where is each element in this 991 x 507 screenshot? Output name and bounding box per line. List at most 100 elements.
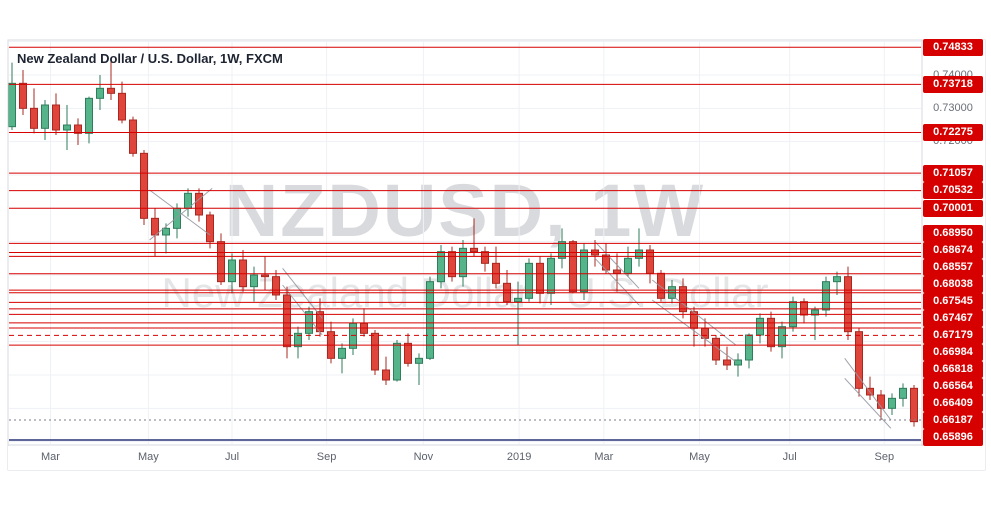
candle[interactable] bbox=[162, 223, 170, 254]
candle[interactable] bbox=[8, 62, 16, 130]
candle[interactable] bbox=[184, 188, 192, 217]
candle[interactable] bbox=[415, 353, 423, 385]
candle[interactable] bbox=[294, 326, 302, 359]
candle[interactable] bbox=[404, 333, 412, 367]
candle[interactable] bbox=[63, 105, 71, 150]
price-level-label[interactable]: 0.66409 bbox=[923, 394, 983, 412]
candle[interactable] bbox=[107, 60, 115, 100]
candle[interactable] bbox=[217, 233, 225, 285]
candle[interactable] bbox=[745, 333, 753, 369]
trendline-drawing[interactable] bbox=[844, 377, 892, 429]
candle[interactable] bbox=[525, 258, 533, 302]
price-level-label[interactable]: 0.67467 bbox=[923, 309, 983, 327]
candles-series[interactable] bbox=[8, 60, 918, 427]
candle[interactable] bbox=[723, 346, 731, 370]
candle[interactable] bbox=[888, 393, 896, 415]
candle[interactable] bbox=[338, 343, 346, 374]
candle[interactable] bbox=[635, 228, 643, 267]
price-level-label[interactable]: 0.72275 bbox=[923, 124, 983, 141]
price-level-label[interactable]: 0.67179 bbox=[923, 326, 983, 344]
trendline-drawing[interactable] bbox=[282, 284, 323, 336]
candle[interactable] bbox=[536, 256, 544, 304]
trendline-drawing[interactable] bbox=[149, 187, 213, 241]
candle[interactable] bbox=[426, 276, 434, 360]
candle[interactable] bbox=[668, 280, 676, 304]
candle[interactable] bbox=[129, 116, 137, 157]
price-level-label[interactable]: 0.68038 bbox=[923, 275, 983, 293]
candle[interactable] bbox=[712, 335, 720, 365]
candle[interactable] bbox=[470, 218, 478, 257]
candle[interactable] bbox=[371, 330, 379, 375]
candle[interactable] bbox=[272, 270, 280, 300]
price-level-label[interactable]: 0.71057 bbox=[923, 164, 983, 182]
candle[interactable] bbox=[206, 211, 214, 249]
candle[interactable] bbox=[382, 356, 390, 385]
candle[interactable] bbox=[85, 96, 93, 144]
candle[interactable] bbox=[74, 118, 82, 145]
candle[interactable] bbox=[569, 240, 577, 294]
candle[interactable] bbox=[855, 328, 863, 397]
time-axis-label: Mar bbox=[594, 451, 614, 463]
price-level-label[interactable]: 0.73718 bbox=[923, 75, 983, 93]
candle[interactable] bbox=[316, 298, 324, 337]
candle[interactable] bbox=[459, 240, 467, 287]
candle[interactable] bbox=[52, 93, 60, 135]
candle[interactable] bbox=[580, 243, 588, 300]
candle[interactable] bbox=[646, 245, 654, 284]
candle[interactable] bbox=[734, 353, 742, 377]
candle[interactable] bbox=[844, 266, 852, 340]
candle[interactable] bbox=[679, 278, 687, 319]
trendline-drawing[interactable] bbox=[594, 257, 640, 306]
time-axis-label: May bbox=[689, 451, 710, 463]
price-level-label[interactable]: 0.68674 bbox=[923, 241, 983, 259]
trendline-drawing[interactable] bbox=[282, 268, 323, 319]
candle[interactable] bbox=[393, 340, 401, 382]
price-level-label[interactable]: 0.66564 bbox=[923, 377, 983, 395]
candle-body bbox=[778, 326, 786, 348]
price-level-label[interactable]: 0.65896 bbox=[923, 428, 983, 446]
candle[interactable] bbox=[41, 100, 49, 140]
candle[interactable] bbox=[558, 228, 566, 269]
price-level-label[interactable]: 0.66187 bbox=[923, 411, 983, 429]
price-level-label[interactable]: 0.66984 bbox=[923, 343, 983, 361]
candle[interactable] bbox=[822, 276, 830, 317]
trendline-drawing[interactable] bbox=[651, 299, 737, 363]
candle[interactable] bbox=[833, 271, 841, 295]
candle[interactable] bbox=[547, 253, 555, 305]
candle[interactable] bbox=[899, 383, 907, 407]
candle[interactable] bbox=[657, 270, 665, 302]
candle[interactable] bbox=[349, 318, 357, 355]
candle[interactable] bbox=[767, 311, 775, 352]
price-level-label[interactable]: 0.68557 bbox=[923, 258, 983, 276]
candle[interactable] bbox=[140, 150, 148, 225]
price-level-label[interactable]: 0.70532 bbox=[923, 182, 983, 200]
trendline-drawing[interactable] bbox=[844, 358, 892, 421]
trendline-drawing[interactable] bbox=[149, 189, 211, 236]
price-level-label[interactable]: 0.67545 bbox=[923, 292, 983, 310]
candle[interactable] bbox=[19, 70, 27, 115]
symbol-legend[interactable]: New Zealand Dollar / U.S. Dollar, 1W, FX… bbox=[17, 51, 283, 66]
price-level-label[interactable]: 0.74833 bbox=[923, 38, 983, 56]
candle[interactable] bbox=[624, 246, 632, 277]
trendline-drawing[interactable] bbox=[651, 279, 737, 346]
time-axis[interactable]: Mar May Jul Sep Nov 2019 Mar May Jul Sep bbox=[8, 446, 923, 470]
price-level-label[interactable]: 0.66818 bbox=[923, 360, 983, 378]
candle-body bbox=[118, 92, 126, 121]
candle[interactable] bbox=[195, 188, 203, 222]
candle[interactable] bbox=[437, 245, 445, 289]
price-level-label[interactable]: 0.70001 bbox=[923, 199, 983, 217]
candle[interactable] bbox=[778, 321, 786, 359]
candle[interactable] bbox=[250, 266, 258, 302]
candle[interactable] bbox=[448, 246, 456, 282]
candle[interactable] bbox=[30, 88, 38, 134]
candle[interactable] bbox=[96, 75, 104, 110]
candle[interactable] bbox=[118, 81, 126, 124]
candle[interactable] bbox=[613, 253, 621, 292]
candle[interactable] bbox=[151, 208, 159, 257]
trendline-drawing[interactable] bbox=[594, 241, 640, 289]
price-axis[interactable]: 0.74000 0.73000 0.72000 0.74833 0.73718 0.722… bbox=[923, 38, 985, 470]
candle[interactable] bbox=[481, 246, 489, 272]
candle[interactable] bbox=[514, 281, 522, 345]
price-level-label[interactable]: 0.68950 bbox=[923, 224, 983, 242]
